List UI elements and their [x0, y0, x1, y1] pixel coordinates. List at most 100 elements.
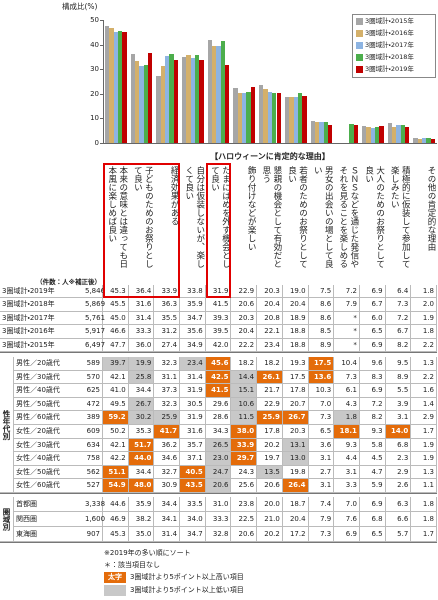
table-cell: 50.2 [103, 425, 129, 439]
table-cell: 17.5 [308, 357, 335, 371]
table-cell: 47.7 [103, 338, 129, 352]
bar [297, 92, 303, 143]
row-label: 東海圏 [14, 527, 85, 542]
table-cell: 30.2 [128, 411, 155, 425]
table-cell: 8.9 [308, 338, 335, 352]
table-cell: 31.4 [128, 311, 155, 326]
bar [276, 93, 281, 143]
row-count: 389 [85, 411, 103, 425]
table-cell: 2.9 [411, 411, 437, 425]
table-cell: 32.7 [154, 465, 181, 480]
table-cell: 18.8 [282, 325, 309, 339]
y-tick-label: 10 [90, 114, 99, 123]
row-count: 625 [85, 384, 103, 398]
table-cell: 6.5 [359, 325, 386, 339]
table-cell: 34.4 [154, 497, 181, 512]
row-count: 562 [85, 465, 103, 480]
bar [366, 127, 371, 143]
table-cell: 7.9 [334, 298, 360, 312]
table-cell: 30.5 [180, 397, 206, 412]
table-cell: 7.9 [308, 512, 335, 527]
table-cell: 26.7 [282, 411, 309, 425]
table-cell: 42.0 [205, 338, 232, 352]
table-cell: 20.4 [257, 298, 283, 312]
table-cell: 2.7 [308, 465, 335, 480]
table-cell: 9.3 [359, 425, 386, 439]
row-count: 5,869 [85, 298, 105, 312]
table-cell: 20.8 [257, 311, 283, 326]
bar [130, 54, 136, 143]
column-label: 経済効果がある [169, 166, 180, 226]
table-cell: 1.3 [411, 357, 437, 371]
table-cell: 51.1 [103, 465, 129, 480]
legend-label: 3圏域計・2017年 [365, 41, 414, 49]
bar [417, 138, 422, 143]
legend-swatch [356, 42, 363, 49]
table-cell: 42.1 [103, 370, 129, 385]
table-cell: 32.8 [205, 527, 232, 542]
table-cell: 1.9 [411, 452, 437, 466]
row-label: 女性／20歳代 [14, 425, 85, 439]
row-label: 女性／60歳代 [14, 479, 85, 493]
table-cell: 7.6 [334, 512, 360, 527]
bar [426, 138, 431, 143]
key-swatch [104, 585, 126, 596]
bar [199, 59, 204, 143]
bar [272, 92, 277, 143]
bar [379, 126, 384, 143]
table-cell: 23.0 [205, 452, 232, 466]
legend-label: 3圏域計・2016年 [365, 29, 414, 37]
row-count: 758 [85, 452, 103, 466]
table-cell: 6.9 [359, 497, 386, 512]
table-cell: 3.1 [308, 452, 335, 466]
table-cell: 38.0 [231, 425, 258, 439]
row-count: 5,917 [85, 325, 105, 339]
table-cell: 32.3 [154, 357, 181, 371]
bar [387, 122, 392, 143]
key-text: 3圏域計より5ポイント以上高い項目 [130, 573, 244, 581]
table-cell: 1.9 [411, 311, 437, 326]
count-note: （件数：人※補正後） [36, 278, 101, 286]
table-cell: 22.9 [231, 285, 258, 299]
table-cell: 24.7 [205, 465, 232, 480]
table-cell: 6.8 [359, 512, 386, 527]
table-cell: 9.3 [334, 438, 360, 453]
column-label: 懇親の機会として有効だと思う [260, 166, 282, 268]
row-label: 女性／50歳代 [14, 466, 85, 480]
bar [237, 92, 243, 143]
row-count: 5,846 [85, 285, 105, 299]
table-cell: 33.8 [180, 285, 206, 299]
note: ※2019年の多い順にソート [104, 549, 191, 557]
table-cell: 19.0 [282, 285, 309, 299]
table-cell: 10.6 [231, 397, 258, 412]
table-cell: 7.4 [308, 497, 335, 512]
table-cell: 17.2 [282, 527, 309, 542]
table-cell: * [334, 325, 360, 339]
row-count: 634 [85, 438, 103, 453]
bar [195, 54, 200, 143]
table-cell: 7.3 [334, 370, 360, 385]
group-separator [0, 493, 437, 494]
table-cell: 19.7 [257, 452, 283, 466]
row-label: 男性／60歳代 [14, 411, 85, 425]
table-cell: 41.5 [205, 298, 232, 312]
table-cell: 3.6 [308, 438, 335, 453]
y-tick-label: 30 [90, 65, 99, 74]
bar [267, 91, 273, 143]
table-cell: 7.0 [334, 497, 360, 512]
table-cell: 27.4 [154, 338, 181, 352]
group-separator [0, 352, 437, 353]
table-cell: 36.2 [154, 438, 181, 453]
table-cell: 41.7 [154, 425, 181, 439]
table-cell: 35.9 [180, 298, 206, 312]
table-cell: 41.5 [205, 384, 232, 398]
key-swatch: 太字 [104, 572, 126, 583]
table-cell: 33.5 [180, 497, 206, 512]
table-cell: 21.0 [257, 512, 283, 527]
table-cell: * [334, 338, 360, 352]
table-cell: 36.0 [128, 338, 155, 352]
table-cell: 1.8 [411, 325, 437, 339]
table-cell: 20.4 [282, 512, 309, 527]
table-cell: 15.1 [231, 384, 258, 398]
bar [220, 40, 226, 143]
